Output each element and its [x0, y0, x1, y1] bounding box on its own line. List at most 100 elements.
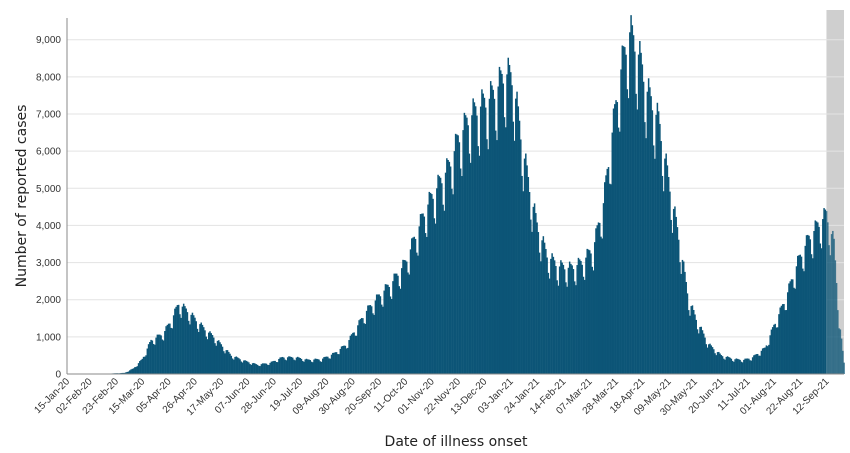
- case-bar: [520, 139, 522, 374]
- case-bar: [286, 357, 289, 374]
- case-bar: [488, 98, 491, 375]
- case-bar: [570, 263, 572, 374]
- case-bar: [317, 359, 319, 374]
- case-bar: [763, 347, 765, 374]
- case-bar: [577, 257, 580, 374]
- case-bar: [586, 248, 588, 374]
- case-bar: [558, 266, 561, 374]
- case-bar: [202, 327, 205, 374]
- case-bar: [210, 333, 212, 374]
- case-bar: [274, 360, 276, 374]
- case-bar: [578, 259, 581, 374]
- case-bar: [452, 194, 454, 374]
- case-bar: [463, 112, 466, 375]
- case-bar: [390, 298, 393, 374]
- case-bar: [209, 331, 211, 374]
- case-bar: [230, 355, 233, 374]
- case-bar: [565, 282, 567, 374]
- case-bar: [535, 213, 537, 374]
- case-bar: [152, 343, 155, 374]
- case-bar: [382, 306, 384, 374]
- case-bar: [710, 345, 713, 374]
- case-bar: [784, 310, 786, 374]
- case-bar: [474, 106, 477, 374]
- case-bar: [225, 350, 228, 374]
- case-bar: [256, 364, 259, 374]
- case-bar: [319, 361, 322, 374]
- case-bar: [127, 371, 130, 374]
- case-bar: [832, 230, 834, 374]
- case-bar: [449, 166, 452, 374]
- case-bar: [718, 351, 720, 374]
- case-bar: [622, 46, 625, 374]
- case-bar: [781, 304, 784, 374]
- case-bar: [568, 261, 571, 374]
- case-bar: [175, 306, 177, 374]
- case-bar: [582, 276, 585, 374]
- case-bar: [522, 191, 525, 374]
- case-bar: [459, 168, 462, 374]
- case-bar: [629, 32, 631, 375]
- case-bar: [161, 339, 164, 374]
- case-bar: [532, 206, 535, 374]
- case-bar: [215, 345, 218, 374]
- case-bar: [612, 108, 615, 374]
- case-bar: [807, 234, 809, 374]
- case-bar: [774, 323, 776, 374]
- case-bar: [388, 286, 390, 374]
- case-bar: [587, 249, 590, 374]
- case-bar: [755, 354, 758, 374]
- case-bar: [348, 340, 350, 374]
- case-bar: [271, 361, 274, 374]
- case-bar: [389, 296, 392, 374]
- case-bar: [234, 356, 236, 374]
- case-bar: [720, 355, 723, 374]
- case-bar: [646, 91, 649, 374]
- case-bar: [251, 363, 254, 374]
- case-bar: [259, 366, 261, 374]
- case-bar: [312, 362, 314, 374]
- case-bar: [374, 300, 377, 374]
- case-bar: [353, 332, 355, 374]
- case-bar: [270, 361, 273, 374]
- case-bar: [140, 359, 142, 374]
- case-bar: [411, 238, 413, 374]
- case-bar: [664, 158, 666, 374]
- case-bar: [680, 273, 682, 374]
- case-bar: [497, 86, 499, 374]
- case-bar: [239, 359, 241, 374]
- case-bar: [329, 358, 332, 374]
- y-tick-label: 7,000: [36, 110, 61, 121]
- case-bar: [789, 281, 791, 374]
- case-bar: [667, 176, 670, 374]
- case-bar: [809, 239, 812, 374]
- case-bar: [511, 85, 513, 374]
- y-tick-label: 6,000: [36, 147, 61, 158]
- case-bar: [778, 314, 780, 374]
- case-bar: [254, 363, 256, 374]
- case-bar: [398, 286, 400, 374]
- case-bar: [190, 314, 192, 374]
- case-bar: [416, 252, 418, 374]
- case-bar: [166, 324, 169, 374]
- case-bar: [745, 358, 748, 374]
- case-bar: [610, 184, 612, 374]
- case-bar: [373, 314, 375, 374]
- case-bar: [556, 280, 558, 374]
- case-bar: [741, 362, 744, 374]
- case-bar: [711, 347, 714, 374]
- case-bar: [255, 364, 258, 374]
- case-bar: [687, 310, 690, 374]
- case-bar: [422, 213, 424, 374]
- case-bar: [728, 357, 730, 374]
- y-tick-label: 8,000: [36, 72, 61, 83]
- case-bar: [471, 115, 473, 374]
- case-bar: [553, 260, 556, 374]
- case-bar: [481, 89, 483, 374]
- case-bar: [394, 273, 397, 374]
- case-bar: [213, 337, 215, 374]
- case-bar: [813, 231, 815, 374]
- case-bar: [822, 219, 824, 374]
- case-bar: [357, 325, 359, 374]
- case-bar: [214, 343, 216, 374]
